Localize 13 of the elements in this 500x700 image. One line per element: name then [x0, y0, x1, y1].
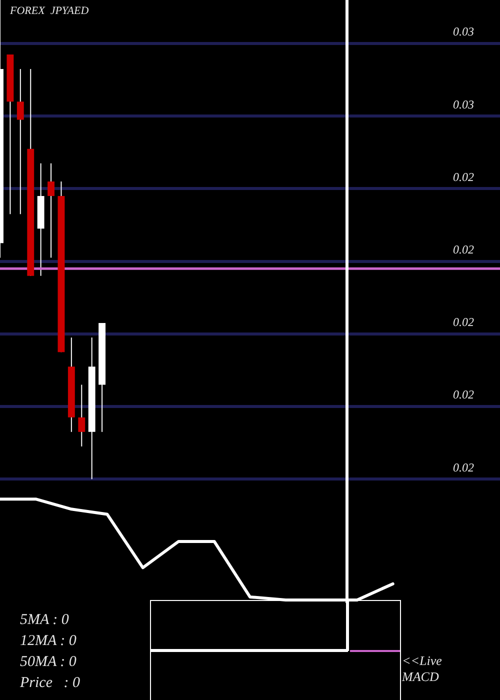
text: Price : 0: [20, 674, 81, 692]
y-tick-label: 0.02: [453, 315, 474, 330]
y-tick-label: 0.02: [453, 388, 474, 402]
y-tick-label: 0.02: [453, 242, 474, 256]
text: FOREX JPYAED: [10, 4, 89, 18]
y-tick-label: 0.02: [453, 170, 474, 184]
text: <<Live MACD: [402, 653, 443, 685]
y-tick-label: 0.03: [453, 24, 474, 39]
y-tick-label: 0.02: [453, 460, 474, 474]
text: 12MA : 0: [20, 632, 78, 650]
y-tick-label: 0.03: [453, 97, 474, 112]
text: 50MA : 0: [20, 653, 78, 671]
text: 5MA : 0: [20, 611, 70, 629]
